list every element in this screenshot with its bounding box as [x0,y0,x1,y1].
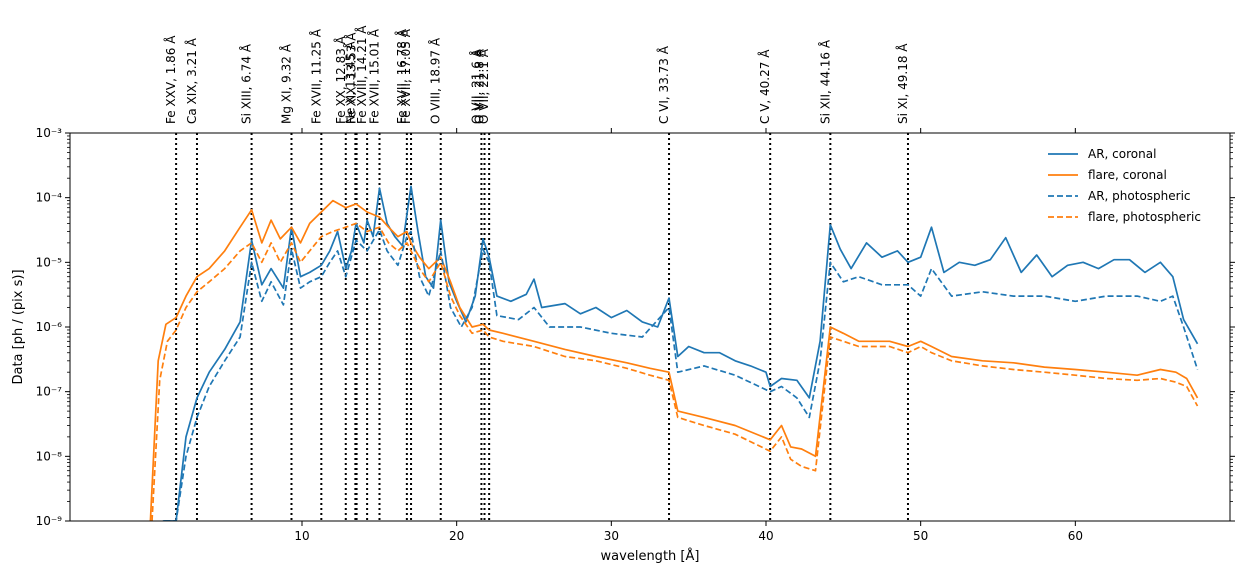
legend-label-0: AR, coronal [1088,147,1156,161]
line-markers: Fe XXV, 1.86 Å Ca XIX, 3.21 Å Si XIII, 6.7… [163,25,910,521]
line-marker-label-19: Si XI, 49.18 Å [895,43,910,124]
series-line-3 [151,222,1199,521]
y-axis-ticks: 10⁻⁹ 10⁻⁸ 10⁻⁷ 10⁻⁶ 10⁻⁵ 10⁻⁴ 10⁻³ [36,126,1235,528]
y-tick-label-3: 10⁻⁶ [36,320,63,334]
y-tick-label-5: 10⁻⁴ [36,191,63,205]
x-axis-ticks: 10 20 30 40 50 60 [294,521,1083,543]
y-tick-label-4: 10⁻⁵ [36,255,63,269]
legend-label-2: AR, photospheric [1088,189,1191,203]
y-tick-label-2: 10⁻⁷ [36,385,63,399]
line-marker-label-12: O VIII, 18.97 Å [428,37,443,124]
line-marker-label-16: C VI, 33.73 Å [656,45,671,124]
series-line-0 [162,185,1199,521]
series-lines [149,185,1199,521]
x-axis-label: wavelength [Å] [601,548,700,564]
x-tick-label-0: 10 [294,529,309,543]
line-marker-label-17: C V, 40.27 Å [757,49,772,124]
x-tick-label-4: 50 [913,529,928,543]
line-marker-label-0: Fe XXV, 1.86 Å [163,35,178,124]
series-line-2 [164,228,1199,521]
line-marker-label-14: O VII, 21.8 Å [472,48,487,124]
line-marker-label-13: O VII, 21.6 Å [468,48,483,124]
series-line-1 [149,199,1199,521]
x-tick-label-2: 30 [604,529,619,543]
line-marker-label-7: Fe XIX, 13.53 Å [344,32,359,124]
line-marker-label-9: Fe XVII, 15.01 Å [366,28,381,124]
line-marker-label-11: Fe XVII, 17.05 Å [398,28,413,124]
line-marker-label-1: Ca XIX, 3.21 Å [184,37,199,124]
legend-label-1: flare, coronal [1088,168,1167,182]
line-marker-label-5: Fe XX, 12.83 Å [333,35,348,124]
line-marker-label-3: Mg XI, 9.32 Å [278,43,293,124]
line-marker-label-2: Si XIII, 6.74 Å [239,43,254,124]
y-tick-label-0: 10⁻⁹ [36,514,63,528]
top-axis-ticks [301,128,1076,133]
y-tick-label-1: 10⁻⁸ [36,449,63,463]
line-marker-label-6: Ne X, 13.45 Å [342,41,357,124]
plot-area-frame [69,132,1231,522]
y-axis-label: Data [ph / (pix s)] [11,269,26,384]
line-marker-label-18: Si XII, 44.16 Å [817,39,832,124]
x-tick-label-3: 40 [758,529,773,543]
line-marker-label-15: O VII, 22.1 Å [476,48,491,124]
line-marker-label-4: Fe XVII, 11.25 Å [308,28,323,124]
x-tick-label-1: 20 [449,529,464,543]
line-marker-label-10: Fe XVII, 16.78 Å [394,28,409,124]
x-tick-label-5: 60 [1068,529,1083,543]
legend: AR, coronal flare, coronal AR, photospheri… [1048,147,1201,224]
y-tick-label-6: 10⁻³ [36,126,63,140]
legend-label-3: flare, photospheric [1088,210,1201,224]
line-marker-label-8: Fe XVIII, 14.21 Å [354,25,369,124]
